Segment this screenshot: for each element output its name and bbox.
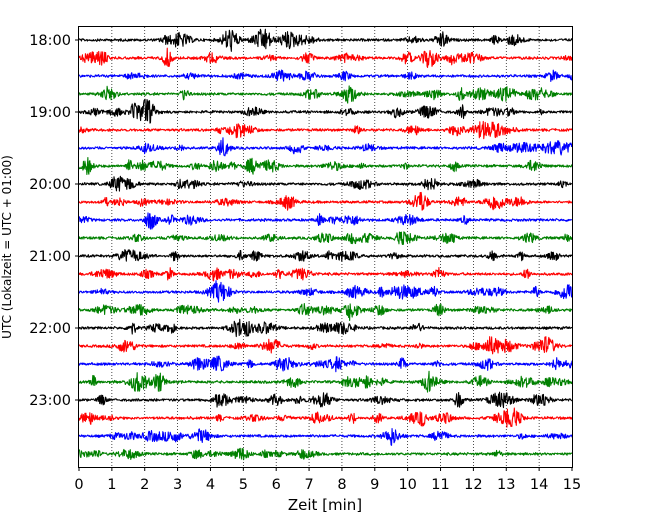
x-tick-label: 15 bbox=[563, 477, 581, 493]
trace-1915 bbox=[78, 120, 573, 140]
x-axis-label: Zeit [min] bbox=[288, 496, 362, 514]
trace-1900 bbox=[78, 98, 573, 124]
x-tick-label: 11 bbox=[431, 477, 449, 493]
trace-2045 bbox=[78, 231, 573, 246]
trace-2200 bbox=[78, 318, 573, 338]
trace-2345 bbox=[78, 447, 573, 461]
trace-2215 bbox=[78, 336, 573, 355]
trace-2230 bbox=[78, 355, 573, 373]
x-tick-label: 7 bbox=[304, 477, 313, 493]
y-tick-label: 21:00 bbox=[29, 249, 71, 265]
x-tick-label: 4 bbox=[206, 477, 215, 493]
trace-2330 bbox=[78, 428, 573, 446]
x-tick-label: 0 bbox=[74, 477, 83, 493]
x-tick-label: 13 bbox=[497, 477, 515, 493]
x-tick-label: 5 bbox=[239, 477, 248, 493]
trace-1800 bbox=[78, 28, 573, 52]
plot-frame bbox=[78, 26, 573, 468]
x-tick-label: 8 bbox=[337, 477, 346, 493]
trace-1845 bbox=[78, 85, 573, 104]
y-tick-label: 20:00 bbox=[29, 177, 71, 193]
trace-2245 bbox=[78, 370, 573, 393]
trace-2300 bbox=[78, 391, 573, 409]
x-tick-label: 9 bbox=[370, 477, 379, 493]
x-tick-label: 1 bbox=[107, 477, 116, 493]
trace-1830 bbox=[78, 69, 573, 83]
trace-2015 bbox=[78, 191, 573, 211]
y-tick-label: 22:00 bbox=[29, 321, 71, 337]
axis-ticks: 0 1 2 3 4 5 6 7 8 9 10 11 12 13 14 1518:0019:0020:0021:… bbox=[29, 33, 581, 493]
trace-1930 bbox=[78, 137, 573, 157]
trace-2000 bbox=[78, 175, 573, 192]
y-axis-label: UTC (Lokalzeit = UTC + 01:00) bbox=[0, 155, 14, 339]
trace-1945 bbox=[78, 157, 573, 175]
x-tick-label: 12 bbox=[464, 477, 482, 493]
seismogram-traces bbox=[78, 28, 573, 461]
y-tick-label: 18:00 bbox=[29, 33, 71, 49]
x-tick-label: 3 bbox=[173, 477, 182, 493]
trace-1815 bbox=[78, 47, 573, 69]
grid bbox=[111, 27, 540, 467]
x-tick-label: 10 bbox=[398, 477, 416, 493]
trace-2130 bbox=[78, 280, 573, 303]
x-tick-label: 14 bbox=[530, 477, 548, 493]
trace-2145 bbox=[78, 303, 573, 322]
x-tick-label: 2 bbox=[140, 477, 149, 493]
trace-2100 bbox=[78, 249, 573, 262]
x-tick-label: 6 bbox=[272, 477, 281, 493]
trace-2315 bbox=[78, 407, 573, 428]
trace-2115 bbox=[78, 267, 573, 282]
y-tick-label: 23:00 bbox=[29, 393, 71, 409]
y-tick-label: 19:00 bbox=[29, 105, 71, 121]
trace-2030 bbox=[78, 212, 573, 230]
